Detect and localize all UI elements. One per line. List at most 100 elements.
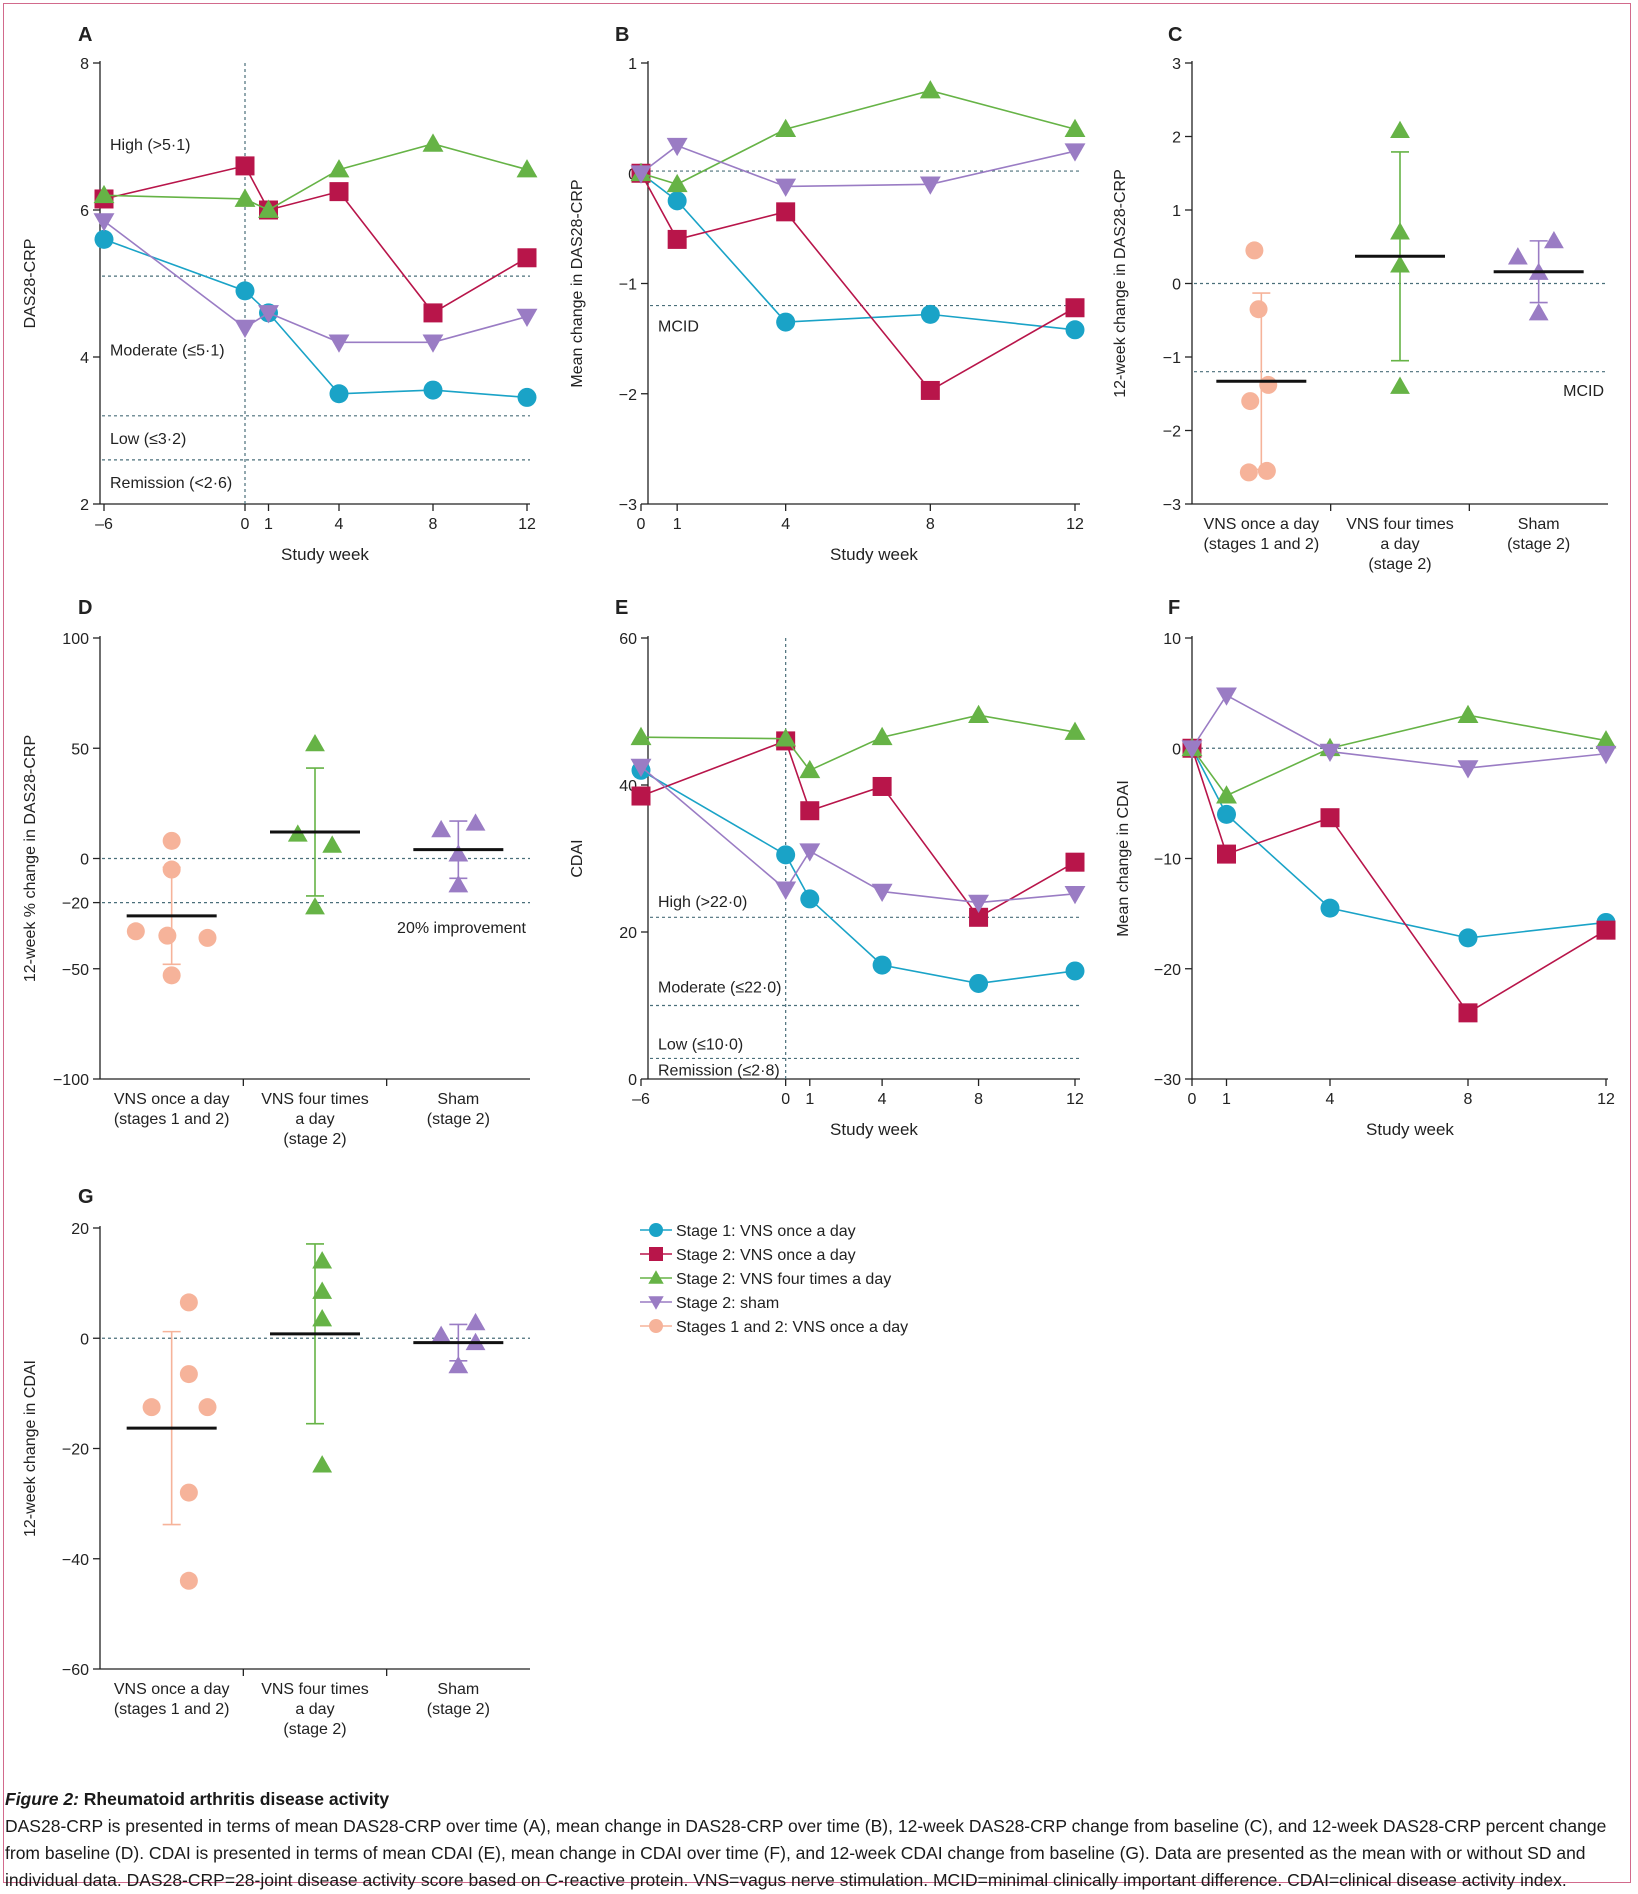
data-point: [776, 202, 796, 222]
data-point: [235, 281, 255, 301]
group-label: (stages 1 and 2): [114, 1111, 230, 1128]
data-point: [775, 881, 797, 900]
data-point: [1596, 920, 1616, 940]
series-line: [640, 89, 1076, 186]
x-tick-label: 4: [781, 516, 790, 533]
series-line: [640, 739, 1076, 919]
caption-title: Figure 2: Rheumatoid arthritis disease a…: [5, 1789, 389, 1809]
data-point: [162, 860, 181, 879]
y-axis-label: Mean change in DAS28-CRP: [569, 179, 586, 387]
group-label: (stage 2): [427, 1701, 490, 1718]
group-label: VNS four times: [261, 1681, 369, 1698]
group-label: a day: [1380, 536, 1419, 553]
legend-label: Stage 2: sham: [676, 1295, 779, 1312]
series-line: [103, 143, 528, 211]
series-stage2-sham: [630, 758, 1086, 914]
group-label: a day: [295, 1701, 334, 1718]
data-point: [1458, 1003, 1478, 1023]
data-point: [1320, 898, 1340, 918]
panel-label: F: [1168, 597, 1180, 619]
data-point: [776, 312, 796, 332]
data-point: [431, 1325, 452, 1343]
series-stage1-once: [631, 163, 1085, 340]
data-point: [1065, 852, 1085, 872]
y-tick-label: 60: [619, 631, 637, 648]
legend-marker: [649, 1223, 663, 1237]
group-label: Sham: [437, 1091, 479, 1108]
x-tick-label: 8: [926, 516, 935, 533]
y-tick-label: −30: [1154, 1072, 1181, 1089]
group-stage2-four: [1355, 120, 1445, 394]
caption-title-text: Rheumatoid arthritis disease activity: [83, 1789, 390, 1809]
data-point: [1595, 745, 1617, 765]
group-label: Sham: [437, 1681, 479, 1698]
data-point: [775, 178, 797, 197]
series-stage2-four: [1181, 704, 1617, 804]
data-point: [630, 165, 652, 184]
chart-panel-g: G 12-week change in CDAI −60 −40 −20 0 20 VNS o…: [22, 1186, 530, 1738]
x-tick-label: –6: [95, 516, 113, 533]
y-tick-label: 1: [1172, 203, 1181, 220]
x-tick-label: 0: [637, 516, 646, 533]
data-point: [1065, 298, 1085, 318]
data-point: [448, 875, 469, 893]
data-point: [799, 759, 821, 779]
x-tick-label: 4: [335, 516, 344, 533]
x-axis-label: Study week: [830, 1120, 918, 1139]
zone-label: MCID: [658, 318, 699, 335]
data-point: [329, 384, 349, 404]
data-point: [871, 726, 893, 746]
series-stage2-four: [630, 80, 1086, 193]
data-point: [258, 305, 279, 324]
series-stage2-sham: [630, 137, 1086, 197]
panel-label: A: [78, 24, 92, 46]
series-line: [640, 172, 1076, 331]
x-tick-label: 12: [1066, 1091, 1084, 1108]
group-stage2-four: [270, 1243, 360, 1473]
group-label: (stage 2): [427, 1111, 490, 1128]
data-point: [1065, 320, 1085, 340]
y-tick-label: 4: [80, 350, 89, 367]
series-line: [640, 144, 1076, 188]
group-label: (stage 2): [283, 1131, 346, 1148]
group-label: Sham: [1518, 516, 1560, 533]
legend-label: Stage 2: VNS once a day: [676, 1247, 856, 1264]
data-point: [1458, 928, 1478, 948]
y-axis-label: 12-week change in DAS28-CRP: [1112, 169, 1129, 398]
series-line: [1191, 714, 1607, 797]
legend-item: Stages 1 and 2: VNS once a day: [640, 1319, 908, 1336]
data-point: [1241, 392, 1260, 411]
x-tick-label: 1: [673, 516, 682, 533]
legend: Stage 1: VNS once a day Stage 2: VNS once…: [640, 1223, 908, 1336]
data-point: [179, 1571, 198, 1590]
y-tick-label: 20: [71, 1221, 89, 1238]
data-point: [1390, 376, 1410, 394]
data-point: [968, 894, 990, 914]
data-point: [666, 173, 688, 193]
legend-marker: [648, 1270, 664, 1284]
data-point: [1065, 961, 1085, 981]
x-tick-label: 12: [518, 516, 536, 533]
data-point: [630, 758, 652, 778]
chart-panel-c: C 12-week change in DAS28-CRP −3 −2 −1 0 1 2 3 VN…: [1112, 24, 1608, 573]
data-point: [1217, 844, 1236, 864]
data-point: [1245, 241, 1264, 260]
x-tick-label: 1: [264, 516, 273, 533]
y-tick-label: −60: [62, 1662, 89, 1679]
data-point: [1390, 120, 1410, 139]
series-stage2-sham: [1181, 687, 1617, 779]
data-point: [1216, 785, 1237, 804]
x-tick-label: 8: [1464, 1091, 1473, 1108]
data-point: [968, 704, 990, 724]
y-tick-label: −50: [62, 962, 89, 979]
group-stages12-once: [1216, 241, 1307, 482]
data-point: [969, 907, 989, 927]
data-point: [431, 819, 452, 838]
y-tick-label: 3: [1172, 56, 1181, 73]
group-stages12-once: [126, 1293, 217, 1590]
series-stage1-once: [631, 760, 1085, 993]
data-point: [775, 728, 797, 747]
